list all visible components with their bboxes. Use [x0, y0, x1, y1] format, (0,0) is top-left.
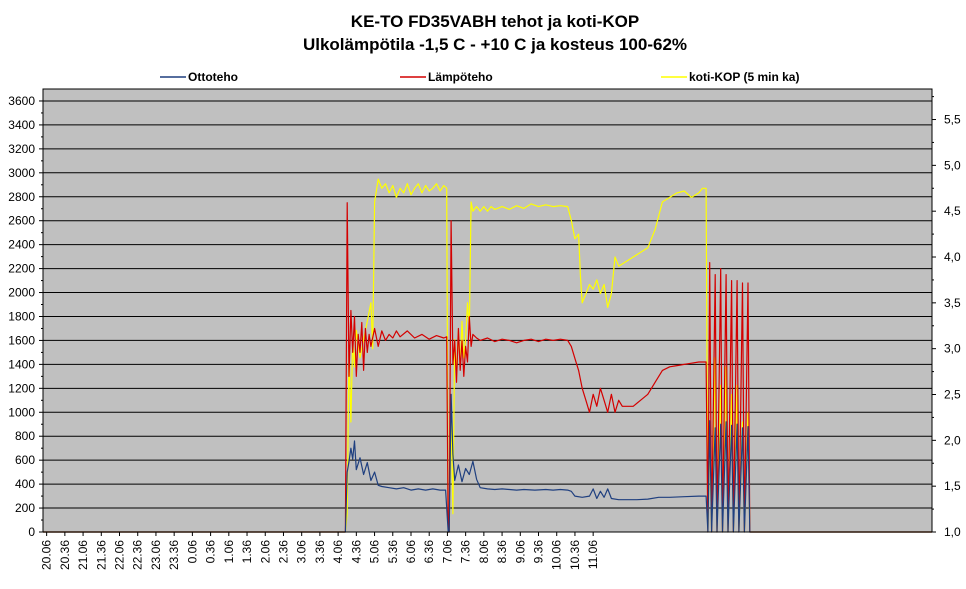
- y-tick-label: 1400: [8, 357, 35, 371]
- y-tick-label: 1600: [8, 333, 35, 347]
- y-tick-label: 3000: [8, 166, 35, 180]
- y-tick-label: 1000: [8, 405, 35, 419]
- x-tick-label: 6.36: [422, 540, 436, 564]
- x-tick-label: 10.06: [550, 540, 564, 570]
- x-tick-label: 23.06: [149, 540, 163, 570]
- y-tick-label: 2400: [8, 238, 35, 252]
- y-tick-label: 2600: [8, 214, 35, 228]
- y-tick-label: 200: [15, 501, 35, 515]
- y-tick-label: 3400: [8, 118, 35, 132]
- x-tick-label: 22.06: [113, 540, 127, 570]
- x-tick-label: 0.36: [204, 540, 218, 564]
- y2-tick-label: 1,0: [944, 525, 961, 539]
- x-tick-label: 22.36: [131, 540, 145, 570]
- chart-title: KE-TO FD35VABH tehot ja koti-KOP: [351, 12, 639, 31]
- x-tick-label: 1.06: [222, 540, 236, 564]
- series-line-ottoteho: [43, 393, 932, 533]
- x-axis: 20.06 20.36 21.06 21.36 22.06 22.36 23.06 23.36…: [40, 532, 600, 570]
- y2-tick-label: 5,5: [944, 113, 961, 127]
- y-tick-label: 0: [28, 525, 35, 539]
- y2-tick-label: 3,5: [944, 296, 961, 310]
- x-tick-label: 7.36: [459, 540, 473, 564]
- x-tick-label: 3.36: [313, 540, 327, 564]
- x-tick-label: 0.06: [185, 540, 199, 564]
- legend: Ottoteho Lämpöteho koti-KOP (5 min ka): [160, 70, 799, 84]
- x-tick-label: 11.06: [586, 540, 600, 569]
- y-tick-label: 400: [15, 477, 35, 491]
- x-tick-label: 7.06: [440, 540, 454, 564]
- x-tick-label: 6.06: [404, 540, 418, 564]
- y-tick-label: 600: [15, 453, 35, 467]
- x-tick-label: 20.36: [58, 540, 72, 570]
- y-tick-label: 3600: [8, 94, 35, 108]
- y2-tick-label: 5,0: [944, 158, 961, 172]
- y2-tick-label: 2,0: [944, 433, 961, 447]
- y-tick-label: 3200: [8, 142, 35, 156]
- series-line-kop: [43, 178, 932, 533]
- x-tick-label: 21.06: [76, 540, 90, 570]
- y-tick-label: 800: [15, 429, 35, 443]
- x-tick-label: 1.36: [240, 540, 254, 564]
- y-tick-label: 2800: [8, 190, 35, 204]
- x-tick-label: 5.06: [368, 540, 382, 564]
- y2-tick-label: 4,0: [944, 250, 961, 264]
- plot-area: [42, 88, 933, 533]
- x-tick-label: 10.36: [568, 540, 582, 570]
- legend-label-lampoteho: Lämpöteho: [428, 70, 493, 84]
- series-line-lampoteho: [43, 202, 932, 533]
- y2-tick-label: 4,5: [944, 204, 961, 218]
- x-tick-label: 8.06: [477, 540, 491, 564]
- x-tick-label: 4.36: [349, 540, 363, 564]
- x-tick-label: 5.36: [386, 540, 400, 564]
- x-tick-label: 4.06: [331, 540, 345, 564]
- x-tick-label: 23.36: [167, 540, 181, 570]
- y-tick-label: 2000: [8, 286, 35, 300]
- x-tick-label: 9.36: [532, 540, 546, 564]
- legend-label-ottoteho: Ottoteho: [188, 70, 238, 84]
- y-tick-label: 1200: [8, 381, 35, 395]
- y2-tick-label: 1,5: [944, 479, 961, 493]
- x-tick-label: 9.06: [513, 540, 527, 564]
- x-tick-label: 2.36: [276, 540, 290, 564]
- y-axis-left: 0 200 400 600 800 1000 1200 1400 1600 1800 2000 220…: [8, 94, 43, 539]
- gridlines: [43, 100, 932, 509]
- x-tick-label: 2.06: [258, 540, 272, 564]
- x-tick-label: 21.36: [94, 540, 108, 570]
- y2-tick-label: 3,0: [944, 342, 961, 356]
- series-layer: [43, 178, 932, 533]
- y-axis-right: 1,0 1,5 2,0 2,5 3,0 3,5 4,0 4,5 5,0 5,5: [932, 96, 961, 539]
- y-tick-label: 2200: [8, 262, 35, 276]
- chart-subtitle: Ulkolämpötila -1,5 C - +10 C ja kosteus …: [303, 35, 687, 54]
- x-tick-label: 20.06: [40, 540, 54, 570]
- legend-label-kop: koti-KOP (5 min ka): [689, 70, 799, 84]
- y2-tick-label: 2,5: [944, 388, 961, 402]
- y-tick-label: 1800: [8, 309, 35, 323]
- x-tick-label: 3.06: [295, 540, 309, 564]
- x-tick-label: 8.36: [495, 540, 509, 564]
